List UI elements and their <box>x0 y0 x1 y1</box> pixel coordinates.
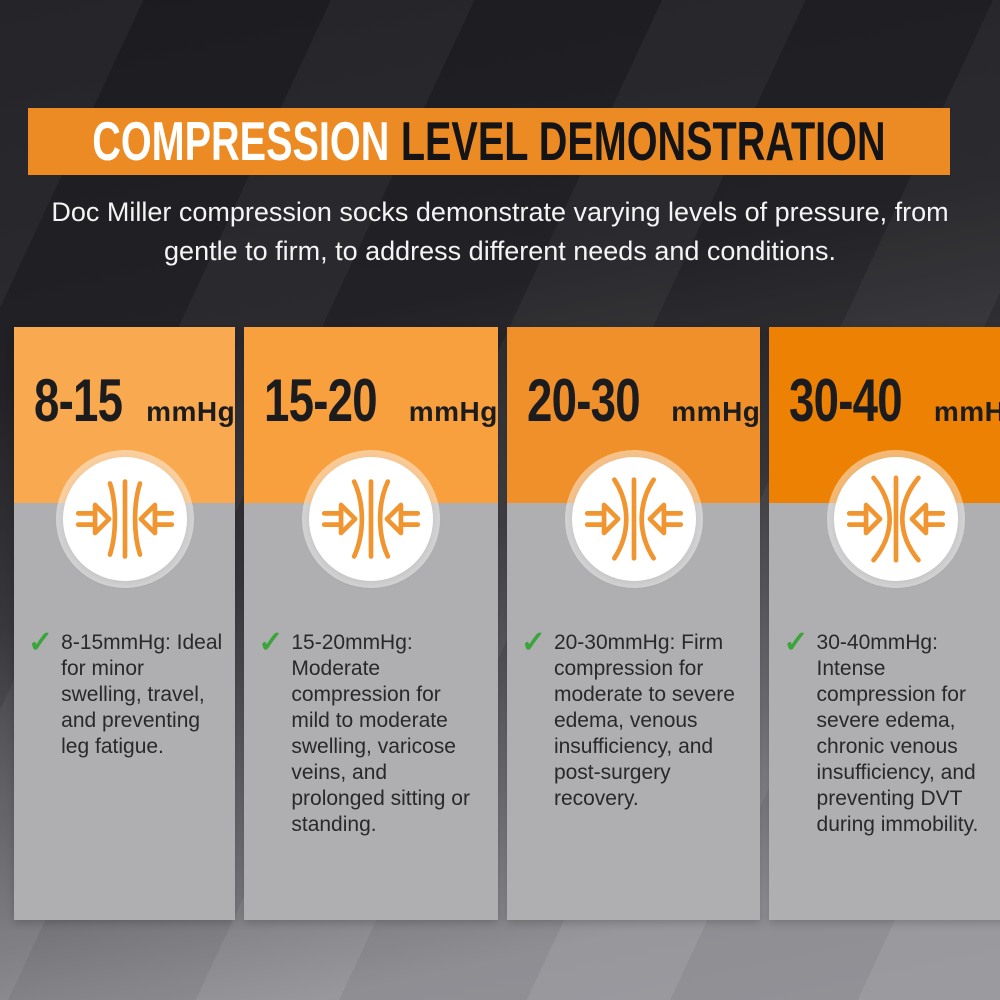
check-icon: ✓ <box>258 626 284 659</box>
page-title: COMPRESSION LEVEL DEMONSTRATION <box>92 114 885 169</box>
card-8-15-mmhg: 8-15 mmHg ✓ 8-15mmHg: Ideal for minor sw… <box>14 327 236 920</box>
pressure-range: 30-40 <box>789 367 903 434</box>
card-description: ✓ 15-20mmHg: Moderate compression for mi… <box>258 626 490 838</box>
pressure-range: 20-30 <box>526 367 641 434</box>
check-icon: ✓ <box>783 626 809 659</box>
card-15-20-mmhg: 15-20 mmHg ✓ 15-20mmHg: Moderate compres… <box>244 327 498 920</box>
compression-arrows-level-3-icon <box>571 457 696 581</box>
card-description: ✓ 20-30mmHg: Firm compression for modera… <box>520 626 753 812</box>
pressure-unit: mmHg <box>933 396 1000 427</box>
pressure-range: 8-15 <box>34 367 123 434</box>
check-icon: ✓ <box>28 626 54 659</box>
compression-level-cards: 8-15 mmHg ✓ 8-15mmHg: Ideal for minor sw… <box>14 327 1000 920</box>
card-description-text: 30-40mmHg: Intense compression for sever… <box>816 631 979 836</box>
card-description: ✓ 30-40mmHg: Intense compression for sev… <box>783 626 1000 838</box>
pressure-range: 15-20 <box>264 367 378 434</box>
compression-arrows-level-4-icon <box>834 457 959 581</box>
pressure-unit: mmHg <box>146 396 236 427</box>
compression-arrows-level-2-icon <box>309 457 434 581</box>
compression-arrows-level-1-icon <box>62 457 187 581</box>
page-title-highlight: COMPRESSION <box>92 110 390 172</box>
card-description-text: 20-30mmHg: Firm compression for moderate… <box>553 631 735 810</box>
card-30-40-mmhg: 30-40 mmHg ✓ 30-40mmHg: Intense compress… <box>769 327 1000 920</box>
pressure-unit: mmHg <box>671 396 761 427</box>
card-description: ✓ 8-15mmHg: Ideal for minor swelling, tr… <box>28 626 227 760</box>
check-icon: ✓ <box>520 626 546 659</box>
title-banner: COMPRESSION LEVEL DEMONSTRATION <box>28 108 950 175</box>
card-description-text: 15-20mmHg: Moderate compression for mild… <box>291 631 470 836</box>
card-20-30-mmhg: 20-30 mmHg ✓ 20-30mmHg: Firm compression… <box>506 327 761 920</box>
page-title-rest: LEVEL DEMONSTRATION <box>400 110 886 172</box>
page-subtitle: Doc Miller compression socks demonstrate… <box>51 197 949 266</box>
card-description-text: 8-15mmHg: Ideal for minor swelling, trav… <box>61 631 223 758</box>
card-header: 15-20 mmHg <box>244 327 498 503</box>
card-header: 20-30 mmHg <box>506 327 761 503</box>
pressure-unit: mmHg <box>408 396 498 427</box>
